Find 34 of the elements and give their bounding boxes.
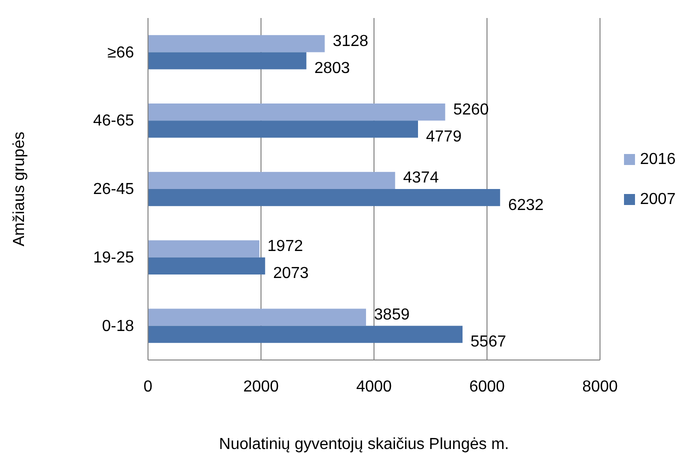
bar	[148, 172, 396, 189]
data-label: 2073	[273, 265, 309, 282]
data-label: 3859	[374, 306, 410, 324]
data-label: 3128	[332, 32, 368, 50]
data-label: 4779	[426, 128, 462, 146]
bar	[148, 120, 418, 138]
y-axis-title: Amžiaus grupės	[11, 132, 28, 246]
data-label: 2803	[314, 60, 350, 77]
y-tick-label: 46-65	[93, 112, 134, 130]
y-tick-label: 0-18	[102, 318, 134, 335]
x-axis-title: Nuolatinių gyventojų skaičius Plungės m.	[219, 436, 509, 453]
bar	[148, 52, 306, 70]
bar	[148, 308, 366, 326]
bar	[148, 104, 446, 121]
y-tick-label: 19-25	[93, 250, 134, 267]
x-tick-label: 0	[144, 378, 153, 396]
y-tick-label: 26-45	[93, 181, 134, 198]
x-tick-label: 4000	[356, 378, 392, 396]
data-label: 1972	[267, 238, 304, 256]
data-label: 5260	[453, 101, 489, 118]
bar	[148, 257, 266, 274]
bar	[148, 240, 260, 258]
bar	[148, 326, 463, 343]
bar	[148, 35, 325, 52]
legend-label: 2016	[640, 151, 676, 168]
x-tick-label: 6000	[469, 378, 505, 396]
legend-label: 2007	[640, 191, 676, 208]
data-label: 4374	[403, 170, 439, 187]
data-label: 5567	[470, 334, 506, 351]
data-label: 6232	[508, 196, 544, 214]
bar	[148, 189, 500, 206]
x-tick-label: 2000	[243, 378, 279, 396]
x-tick-label: 8000	[582, 378, 618, 396]
y-tick-label: ≥66	[107, 44, 134, 62]
